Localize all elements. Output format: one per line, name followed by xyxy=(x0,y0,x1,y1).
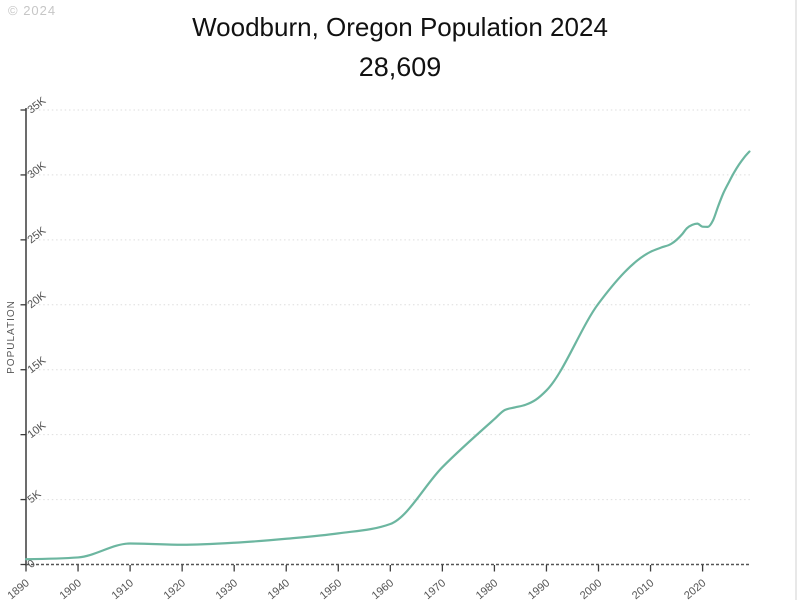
x-axis-tick-label: 1890 xyxy=(5,577,31,600)
population-line xyxy=(24,150,751,561)
x-axis-tick-label: 1910 xyxy=(110,577,136,600)
y-axis-tick-label: 5K xyxy=(25,488,44,506)
y-axis-tick-label: 15K xyxy=(25,354,48,376)
x-axis-tick-label: 1990 xyxy=(526,577,552,600)
x-axis-tick-label: 2020 xyxy=(682,577,708,600)
y-axis-tick-label: 30K xyxy=(25,159,48,181)
y-axis-tick-label: 35K xyxy=(25,94,48,116)
x-axis-tick-label: 1970 xyxy=(422,577,448,600)
chart-title: Woodburn, Oregon Population 2024 xyxy=(192,12,608,42)
x-axis-tick-label: 1940 xyxy=(266,577,292,600)
x-axis-tick-label: 1930 xyxy=(214,577,240,600)
x-axis-tick-label: 1980 xyxy=(474,577,500,600)
x-axis-tick-label: 1900 xyxy=(58,577,84,600)
x-axis-tick-label: 1920 xyxy=(162,577,188,600)
y-axis-tick-label: 20K xyxy=(25,289,48,311)
x-axis-tick-label: 1960 xyxy=(370,577,396,600)
y-axis-tick-label: 25K xyxy=(25,224,48,246)
x-axis-tick-label: 2010 xyxy=(630,577,656,600)
y-axis-title: POPULATION xyxy=(6,300,17,374)
x-axis-tick-label: 1950 xyxy=(318,577,344,600)
chart-current-population: 28,609 xyxy=(358,52,442,82)
copyright-watermark: © 2024 xyxy=(8,3,57,18)
y-axis-tick-label: 10K xyxy=(25,419,48,441)
x-axis-tick-label: 2000 xyxy=(578,577,604,600)
